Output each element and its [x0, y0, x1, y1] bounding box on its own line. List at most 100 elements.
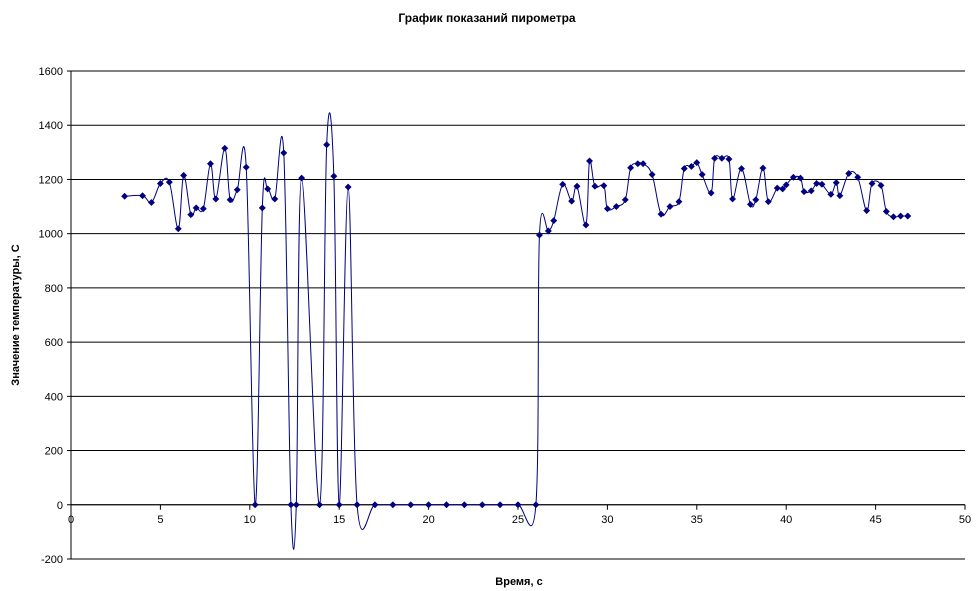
- data-point-marker: [212, 195, 220, 203]
- data-point-marker: [600, 182, 608, 190]
- y-tick-label: 1200: [39, 174, 63, 186]
- data-point-marker: [550, 217, 558, 225]
- axes: [67, 70, 966, 560]
- data-point-marker: [315, 501, 324, 509]
- data-point-marker: [478, 501, 486, 509]
- data-point-marker: [174, 225, 182, 233]
- data-point-marker: [796, 174, 805, 182]
- data-point-marker: [680, 165, 688, 173]
- data-point-marker: [192, 204, 200, 212]
- data-point-marker: [425, 501, 433, 509]
- data-point-marker: [854, 173, 862, 181]
- data-point-marker: [280, 149, 288, 157]
- data-point-marker: [121, 192, 129, 200]
- data-point-marker: [807, 187, 815, 195]
- data-point-marker: [675, 198, 683, 206]
- data-point-marker: [759, 164, 767, 172]
- data-point-marker: [559, 180, 567, 188]
- data-point-marker: [496, 501, 504, 509]
- data-point-marker: [845, 169, 853, 178]
- y-tick-label: 600: [45, 337, 63, 349]
- data-point-marker: [725, 155, 733, 163]
- data-point-marker: [514, 501, 522, 509]
- y-tick-labels: -200 0 200 400 600 800 1000 1200 1400 1600: [39, 66, 63, 566]
- data-point-marker: [206, 160, 215, 168]
- data-point-marker: [657, 210, 665, 218]
- data-point-marker: [752, 196, 760, 204]
- series-line: [124, 112, 908, 550]
- data-point-marker: [827, 190, 835, 198]
- data-point-marker: [180, 171, 188, 179]
- data-point-marker: [687, 162, 695, 170]
- x-tick-label: 0: [68, 514, 74, 526]
- y-axis-title: Значение температуры, С: [10, 244, 22, 385]
- data-point-marker: [585, 157, 594, 165]
- data-point-marker: [335, 501, 343, 509]
- y-tick-label: 1600: [39, 66, 63, 78]
- x-tick-label: 35: [691, 514, 703, 526]
- data-point-marker: [764, 198, 772, 206]
- y-tick-label: -200: [41, 554, 63, 566]
- data-point-marker: [535, 231, 544, 239]
- x-tick-label: 45: [869, 514, 881, 526]
- data-point-marker: [532, 501, 540, 509]
- data-point-marker: [800, 188, 808, 196]
- x-tick-labels: 0 5 10 15 20 25 30 35 40 45 50: [68, 514, 971, 526]
- data-point-marker: [813, 179, 821, 188]
- x-tick-label: 25: [512, 514, 524, 526]
- data-point-marker: [330, 172, 338, 180]
- data-point-marker: [442, 501, 451, 509]
- data-point-marker: [612, 203, 620, 211]
- y-tick-label: 200: [45, 446, 63, 458]
- data-point-marker: [147, 198, 156, 207]
- data-point-marker: [773, 184, 781, 192]
- x-tick-label: 30: [601, 514, 613, 526]
- data-point-marker: [344, 183, 352, 191]
- data-point-marker: [287, 501, 295, 509]
- data-point-marker: [897, 212, 905, 220]
- data-point-marker: [226, 196, 234, 204]
- data-point-marker: [264, 185, 272, 193]
- y-tick-label: 1400: [39, 120, 63, 132]
- data-point-marker: [711, 154, 719, 162]
- data-point-marker: [298, 174, 306, 182]
- data-point-marker: [634, 160, 642, 168]
- grid: [71, 70, 965, 560]
- data-point-marker: [603, 205, 611, 213]
- data-point-marker: [460, 501, 468, 509]
- data-point-marker: [591, 182, 599, 190]
- data-point-marker: [573, 182, 581, 190]
- data-point-marker: [258, 204, 266, 212]
- data-point-marker: [782, 181, 790, 189]
- data-point-marker: [242, 163, 250, 171]
- data-point-marker: [627, 164, 635, 172]
- chart-title: График показаний пирометра: [398, 11, 576, 25]
- data-point-marker: [863, 207, 871, 215]
- data-point-marker: [199, 205, 207, 213]
- series-group: [121, 112, 912, 550]
- data-point-marker: [877, 181, 885, 189]
- y-tick-label: 800: [45, 283, 63, 295]
- x-tick-label: 5: [157, 514, 163, 526]
- data-point-marker: [648, 171, 656, 179]
- data-point-marker: [292, 501, 300, 509]
- data-point-marker: [233, 186, 241, 194]
- data-point-marker: [779, 185, 787, 193]
- data-point-marker: [568, 197, 576, 205]
- data-point-marker: [832, 179, 840, 187]
- data-point-marker: [165, 178, 173, 186]
- data-point-marker: [718, 154, 726, 162]
- data-point-marker: [639, 160, 647, 168]
- data-point-marker: [323, 141, 331, 149]
- data-point-marker: [407, 501, 415, 509]
- data-point-marker: [868, 179, 876, 188]
- x-tick-label: 50: [959, 514, 971, 526]
- data-point-marker: [836, 192, 844, 200]
- plot-area: -200 0 200 400 600 800 1000 1200 1400 1600 0 5 10 15…: [39, 66, 972, 566]
- data-point-marker: [156, 179, 164, 188]
- data-point-marker: [544, 227, 552, 235]
- data-point-marker: [621, 196, 629, 204]
- x-tick-label: 15: [333, 514, 345, 526]
- data-point-marker: [729, 195, 737, 203]
